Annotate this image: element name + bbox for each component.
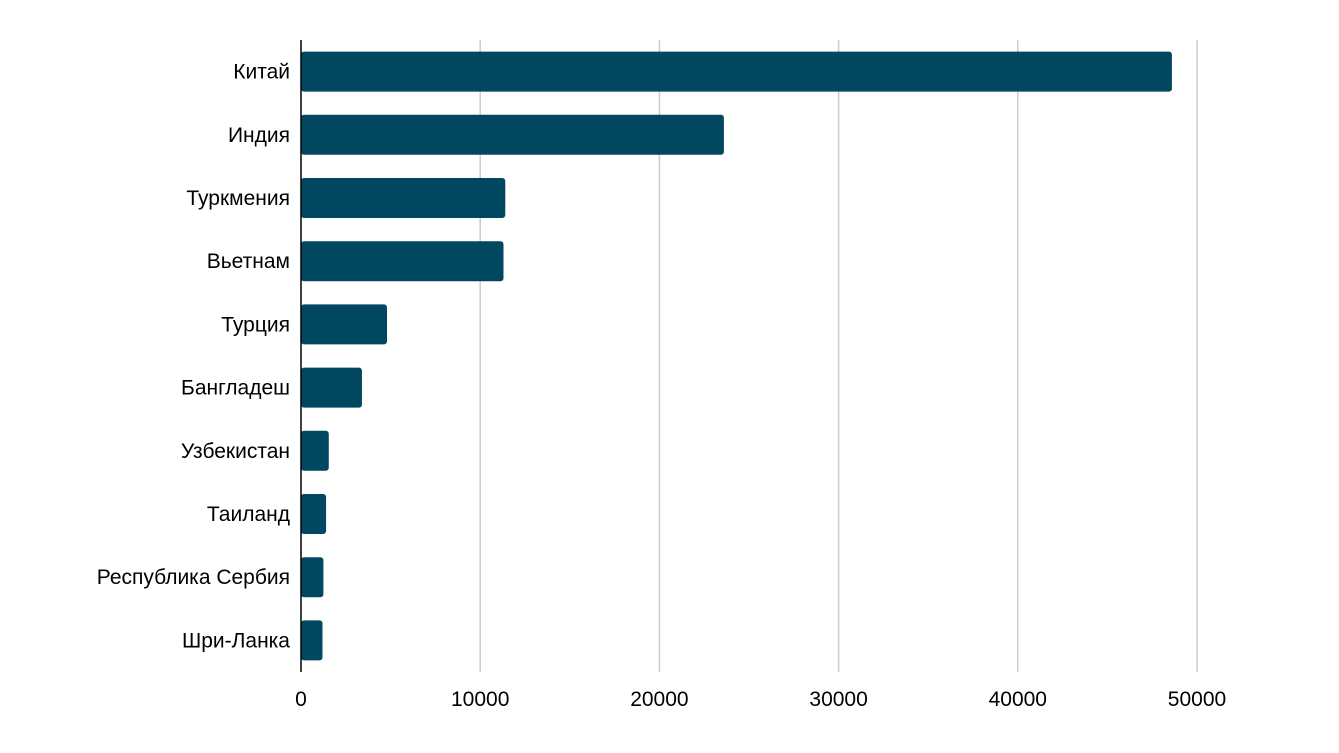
bars xyxy=(301,51,1172,661)
bar xyxy=(301,557,324,598)
x-tick-labels: 0 10000 20000 30000 40000 50000 xyxy=(295,688,1226,711)
category-label: Турция xyxy=(221,313,290,336)
bar xyxy=(301,367,362,408)
bar xyxy=(301,178,506,218)
x-tick-label: 10000 xyxy=(451,688,509,711)
bar xyxy=(301,620,323,661)
category-label: Узбекистан xyxy=(181,440,290,463)
category-label: Вьетнам xyxy=(207,250,290,273)
category-label: Китай xyxy=(233,61,290,84)
x-tick-label: 30000 xyxy=(809,688,867,711)
category-label: Бангладеш xyxy=(181,377,290,400)
x-tick-label: 20000 xyxy=(630,688,688,711)
bar xyxy=(301,430,329,471)
bar xyxy=(301,494,327,534)
category-label: Индия xyxy=(228,124,290,147)
x-tick-label: 50000 xyxy=(1168,688,1226,711)
category-label: Республика Сербия xyxy=(97,566,290,589)
x-tick-label: 40000 xyxy=(989,688,1047,711)
bar xyxy=(301,241,504,282)
category-label: Туркмения xyxy=(186,187,290,210)
category-label: Таиланд xyxy=(207,503,290,526)
bar xyxy=(301,114,724,155)
bar xyxy=(301,304,388,345)
bar xyxy=(301,51,1172,92)
category-label: Шри-Ланка xyxy=(182,629,290,652)
x-tick-label: 0 xyxy=(295,688,307,711)
category-labels: Китай Индия Туркмения Вьетнам Турция Бангладе… xyxy=(97,61,291,653)
